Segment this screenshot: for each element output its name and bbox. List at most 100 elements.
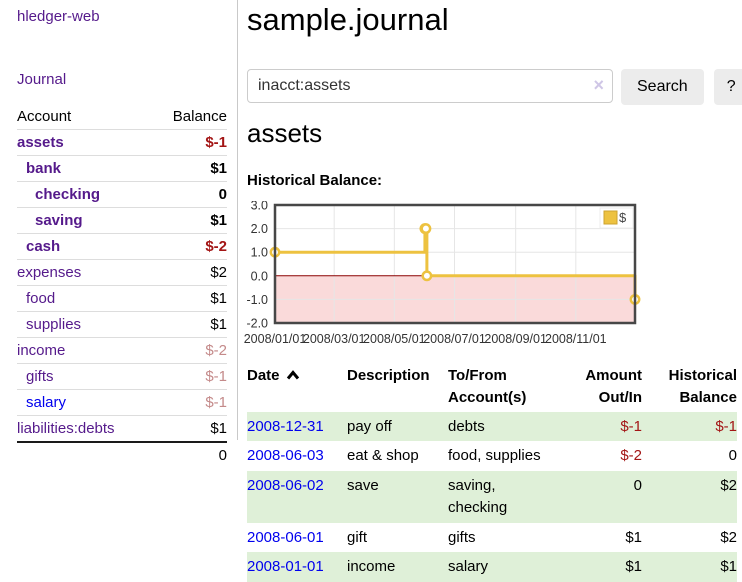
account-balance: $-2 bbox=[151, 337, 227, 364]
account-link[interactable]: income bbox=[17, 342, 66, 359]
account-link[interactable]: saving bbox=[35, 212, 83, 229]
sidebar-item-journal[interactable]: Journal bbox=[17, 71, 67, 88]
search-input[interactable] bbox=[247, 69, 613, 103]
help-button[interactable]: ? bbox=[713, 69, 742, 105]
account-row: cash $-2 bbox=[17, 233, 227, 260]
transaction-accounts: debts bbox=[448, 417, 485, 435]
account-link[interactable]: gifts bbox=[26, 368, 54, 385]
svg-text:-2.0: -2.0 bbox=[246, 317, 268, 331]
account-balance: $2 bbox=[151, 259, 227, 286]
account-balance: $-1 bbox=[151, 389, 227, 416]
register-header-amount: Amount Out/In bbox=[585, 367, 642, 406]
transaction-date-link[interactable]: 2008-06-03 bbox=[247, 447, 324, 465]
account-balance: $1 bbox=[151, 311, 227, 338]
account-row: checking 0 bbox=[17, 181, 227, 208]
transaction-balance: $2 bbox=[720, 477, 737, 494]
svg-text:1.0: 1.0 bbox=[251, 246, 268, 260]
account-row: assets $-1 bbox=[17, 129, 227, 156]
transaction-date-link[interactable]: 2008-01-01 bbox=[247, 558, 324, 576]
chart-title: Historical Balance: bbox=[247, 172, 383, 189]
register-row: 2008-06-01 gift gifts $1 $2 bbox=[247, 523, 737, 553]
account-balance: $-1 bbox=[151, 363, 227, 390]
account-balance: $-2 bbox=[151, 233, 227, 260]
account-row: saving $1 bbox=[17, 207, 227, 234]
search-input-wrap: × bbox=[247, 69, 613, 103]
transaction-description: gift bbox=[347, 528, 368, 546]
account-balance: $-1 bbox=[151, 129, 227, 156]
account-heading: assets bbox=[247, 118, 323, 148]
transaction-amount: $-2 bbox=[620, 447, 642, 465]
clear-search-icon[interactable]: × bbox=[593, 75, 604, 95]
svg-text:2.0: 2.0 bbox=[251, 222, 268, 236]
register-row: 2008-12-31 pay off debts $-1 $-1 bbox=[247, 411, 737, 442]
account-link[interactable]: expenses bbox=[17, 264, 82, 281]
transaction-description: eat & shop bbox=[347, 447, 419, 465]
sort-ascending-icon bbox=[286, 370, 299, 380]
account-row: food $1 bbox=[17, 285, 227, 312]
transaction-amount: $-1 bbox=[620, 417, 642, 435]
account-row: salary $-1 bbox=[17, 389, 227, 416]
account-row: bank $1 bbox=[17, 155, 227, 182]
account-link[interactable]: supplies bbox=[26, 316, 82, 333]
accounts-header-balance: Balance bbox=[172, 108, 227, 125]
svg-text:0.0: 0.0 bbox=[251, 269, 268, 283]
transaction-amount: $1 bbox=[625, 528, 642, 546]
transaction-description: save bbox=[347, 477, 379, 494]
accounts-header-account: Account bbox=[17, 108, 72, 125]
register-row: 2008-06-03 eat & shop food, supplies $-2 0 bbox=[247, 441, 737, 471]
register-table: Date Description To/From Account(s) Amou… bbox=[247, 362, 737, 582]
accounts-total-row: 0 bbox=[17, 441, 227, 468]
svg-text:2008/07/01: 2008/07/01 bbox=[423, 332, 486, 346]
transaction-balance: $1 bbox=[720, 558, 737, 576]
account-row: income $-2 bbox=[17, 337, 227, 364]
app-title-link[interactable]: hledger-web bbox=[17, 8, 100, 25]
svg-text:-1.0: -1.0 bbox=[246, 293, 268, 307]
account-balance: 0 bbox=[151, 181, 227, 208]
account-balance: $1 bbox=[151, 207, 227, 234]
search-form: × Search ? bbox=[247, 69, 742, 105]
transaction-accounts: gifts bbox=[448, 528, 476, 546]
account-row: supplies $1 bbox=[17, 311, 227, 338]
transaction-accounts: saving, checking bbox=[448, 477, 508, 516]
register-header-tofrom: To/From Account(s) bbox=[448, 367, 527, 406]
transaction-accounts: food, supplies bbox=[448, 447, 541, 465]
account-link[interactable]: salary bbox=[26, 394, 67, 411]
account-link[interactable]: food bbox=[26, 290, 56, 307]
account-link[interactable]: assets bbox=[17, 134, 64, 151]
svg-text:2008/05/01: 2008/05/01 bbox=[363, 332, 426, 346]
transaction-amount: $1 bbox=[625, 558, 642, 576]
account-link[interactable]: cash bbox=[26, 238, 61, 255]
transaction-description: pay off bbox=[347, 417, 392, 435]
register-header-date[interactable]: Date bbox=[247, 362, 347, 412]
transaction-balance: 0 bbox=[728, 447, 737, 465]
register-row: 2008-06-02 save saving, checking 0 $2 bbox=[247, 471, 737, 523]
transaction-balance: $-1 bbox=[715, 417, 737, 435]
account-link[interactable]: liabilities:debts bbox=[17, 420, 115, 437]
account-row: gifts $-1 bbox=[17, 363, 227, 390]
transaction-amount: 0 bbox=[633, 477, 642, 494]
account-row: liabilities:debts $1 bbox=[17, 415, 227, 442]
accounts-table: Account Balance assets $-1 bank $1 checking 0… bbox=[17, 104, 227, 468]
transaction-date-link[interactable]: 2008-06-02 bbox=[247, 477, 324, 494]
svg-text:2008/03/01: 2008/03/01 bbox=[303, 332, 366, 346]
search-button[interactable]: Search bbox=[621, 69, 704, 105]
register-row: 2008-01-01 income salary $1 $1 bbox=[247, 552, 737, 582]
chart-svg: $ -2.0 -1.0 0.0 1.0 2.0 3.0 2008/01/012008/03/0… bbox=[244, 199, 641, 346]
svg-text:2008/01/01: 2008/01/01 bbox=[244, 332, 307, 346]
historical-balance-chart[interactable]: $ -2.0 -1.0 0.0 1.0 2.0 3.0 2008/01/01 2008/03/0… bbox=[240, 199, 665, 353]
svg-text:$: $ bbox=[619, 210, 627, 225]
accounts-table-body: assets $-1 bank $1 checking 0 saving $1 cash $-2 e… bbox=[17, 129, 227, 442]
account-link[interactable]: bank bbox=[26, 160, 62, 177]
transaction-date-link[interactable]: 2008-12-31 bbox=[247, 417, 324, 435]
sidebar: hledger-web Journal Account Balance asse… bbox=[0, 0, 238, 468]
account-balance: $1 bbox=[151, 285, 227, 312]
account-link[interactable]: checking bbox=[35, 186, 101, 203]
svg-text:3.0: 3.0 bbox=[251, 201, 268, 213]
transaction-accounts: salary bbox=[448, 558, 489, 576]
svg-text:2008/09/01: 2008/09/01 bbox=[484, 332, 547, 346]
transaction-date-link[interactable]: 2008-06-01 bbox=[247, 528, 324, 546]
transaction-description: income bbox=[347, 558, 396, 576]
account-balance: $1 bbox=[151, 415, 227, 442]
account-balance: $1 bbox=[151, 155, 227, 182]
register-header-balance: Historical Balance bbox=[668, 367, 737, 406]
